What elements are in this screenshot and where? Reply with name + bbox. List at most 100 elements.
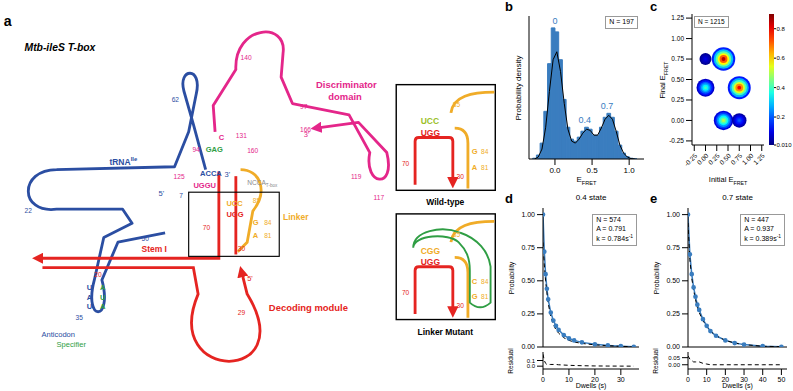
svg-text:84: 84 bbox=[264, 219, 272, 226]
svg-text:1.25: 1.25 bbox=[752, 152, 766, 166]
svg-text:0.25: 0.25 bbox=[671, 96, 684, 103]
svg-text:UCC: UCC bbox=[226, 199, 243, 208]
svg-text:119: 119 bbox=[351, 173, 362, 180]
svg-text:160: 160 bbox=[247, 147, 258, 154]
svg-text:U: U bbox=[87, 283, 92, 292]
svg-text:0.6: 0.6 bbox=[777, 55, 786, 61]
svg-text:81: 81 bbox=[264, 232, 272, 239]
svg-text:0.4: 0.4 bbox=[777, 85, 786, 91]
svg-text:3': 3' bbox=[304, 130, 310, 139]
svg-text:0.50: 0.50 bbox=[666, 277, 680, 284]
svg-text:G: G bbox=[472, 147, 478, 156]
svg-text:97: 97 bbox=[300, 103, 308, 110]
svg-text:A: A bbox=[100, 302, 106, 311]
svg-text:Linker: Linker bbox=[283, 213, 309, 223]
svg-text:35: 35 bbox=[75, 315, 83, 322]
svg-text:0.8: 0.8 bbox=[777, 26, 786, 32]
svg-text:0: 0 bbox=[686, 376, 690, 383]
svg-text:GAG: GAG bbox=[206, 145, 223, 154]
svg-text:UCC: UCC bbox=[421, 116, 439, 126]
svg-text:ACCA: ACCA bbox=[200, 169, 222, 178]
svg-text:125: 125 bbox=[174, 173, 185, 180]
svg-text:0.50: 0.50 bbox=[521, 277, 535, 284]
svg-text:G: G bbox=[253, 218, 259, 227]
svg-text:0.75: 0.75 bbox=[521, 244, 535, 251]
svg-text:0.00: 0.00 bbox=[666, 343, 680, 350]
svg-text:C: C bbox=[219, 133, 225, 142]
svg-text:1.00: 1.00 bbox=[671, 35, 684, 42]
svg-text:50: 50 bbox=[777, 376, 785, 383]
svg-text:0.0: 0.0 bbox=[527, 363, 536, 369]
svg-text:84: 84 bbox=[481, 278, 489, 285]
svg-text:UGG: UGG bbox=[226, 210, 243, 219]
svg-text:85: 85 bbox=[453, 231, 461, 238]
svg-text:Decoding module: Decoding module bbox=[269, 302, 348, 313]
svg-text:0.1: 0.1 bbox=[527, 358, 536, 364]
svg-text:-0.25: -0.25 bbox=[669, 137, 684, 144]
svg-text:A: A bbox=[87, 293, 93, 302]
svg-text:U: U bbox=[87, 302, 92, 311]
svg-text:0.75: 0.75 bbox=[666, 244, 680, 251]
svg-text:30: 30 bbox=[457, 302, 465, 309]
svg-text:tRNAIle: tRNAIle bbox=[109, 156, 138, 167]
svg-text:UGGU: UGGU bbox=[193, 181, 216, 190]
svg-text:Specifier: Specifier bbox=[57, 340, 87, 349]
svg-text:10: 10 bbox=[565, 376, 573, 383]
svg-text:85: 85 bbox=[453, 101, 461, 108]
svg-text:3': 3' bbox=[225, 170, 231, 179]
svg-text:Mtb-ileS T-box: Mtb-ileS T-box bbox=[25, 42, 97, 53]
svg-text:0.4: 0.4 bbox=[578, 115, 591, 125]
svg-text:0.25: 0.25 bbox=[666, 310, 680, 317]
svg-text:Wild-type: Wild-type bbox=[426, 197, 464, 207]
svg-text:40: 40 bbox=[759, 376, 767, 383]
svg-text:0.2: 0.2 bbox=[777, 114, 786, 120]
svg-text:NCCAT-box: NCCAT-box bbox=[247, 179, 278, 189]
svg-text:U: U bbox=[100, 293, 105, 302]
svg-text:5': 5' bbox=[158, 189, 164, 198]
svg-text:A: A bbox=[100, 283, 106, 292]
svg-text:0.7: 0.7 bbox=[601, 101, 614, 111]
svg-text:UGG: UGG bbox=[421, 128, 441, 138]
svg-text:5': 5' bbox=[247, 274, 253, 283]
svg-text:131: 131 bbox=[236, 132, 247, 139]
svg-text:20: 20 bbox=[721, 376, 729, 383]
svg-text:0.50: 0.50 bbox=[671, 76, 684, 83]
svg-text:30: 30 bbox=[238, 245, 246, 252]
svg-text:0.75: 0.75 bbox=[671, 55, 684, 62]
svg-text:Anticodon: Anticodon bbox=[42, 330, 76, 339]
svg-text:10: 10 bbox=[703, 376, 711, 383]
svg-text:G: G bbox=[472, 292, 478, 301]
svg-text:140: 140 bbox=[241, 54, 252, 61]
svg-text:30: 30 bbox=[617, 376, 625, 383]
svg-text:Discriminatordomain: Discriminatordomain bbox=[316, 79, 377, 101]
svg-text:70: 70 bbox=[203, 224, 211, 231]
svg-text:0.0: 0.0 bbox=[549, 166, 561, 175]
svg-text:29: 29 bbox=[238, 309, 246, 316]
svg-text:a: a bbox=[4, 13, 12, 29]
svg-text:94: 94 bbox=[192, 146, 200, 153]
svg-text:81: 81 bbox=[481, 164, 489, 171]
svg-text:30: 30 bbox=[740, 376, 748, 383]
svg-text:84: 84 bbox=[481, 148, 489, 155]
svg-text:22: 22 bbox=[25, 207, 33, 214]
svg-text:1.00: 1.00 bbox=[521, 211, 535, 218]
svg-text:0: 0 bbox=[541, 376, 545, 383]
svg-text:1.00: 1.00 bbox=[666, 211, 680, 218]
svg-text:117: 117 bbox=[374, 194, 385, 201]
svg-text:0.00: 0.00 bbox=[668, 362, 680, 368]
svg-text:1.0: 1.0 bbox=[624, 166, 636, 175]
svg-text:C: C bbox=[472, 277, 478, 286]
svg-text:0.5: 0.5 bbox=[587, 166, 599, 175]
svg-text:85: 85 bbox=[253, 197, 261, 204]
svg-text:0: 0 bbox=[552, 16, 557, 26]
svg-text:62: 62 bbox=[172, 96, 180, 103]
svg-text:0.010: 0.010 bbox=[777, 142, 793, 148]
svg-text:A: A bbox=[253, 231, 259, 240]
svg-text:Stem I: Stem I bbox=[142, 244, 167, 254]
svg-text:7: 7 bbox=[179, 192, 183, 199]
svg-text:UGG: UGG bbox=[421, 257, 441, 267]
svg-text:0.00: 0.00 bbox=[521, 343, 535, 350]
svg-text:81: 81 bbox=[481, 293, 489, 300]
svg-text:20: 20 bbox=[94, 271, 102, 278]
svg-text:30: 30 bbox=[457, 173, 465, 180]
